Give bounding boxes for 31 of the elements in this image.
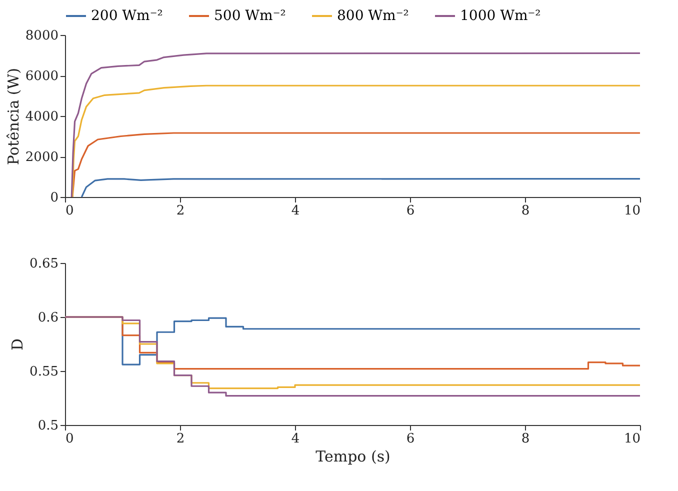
x-tick-label: 6	[406, 204, 415, 218]
x-tick-label: 2	[176, 432, 185, 446]
y-tick-label: 8000	[25, 28, 58, 44]
legend-label: 500 Wm⁻²	[214, 8, 286, 24]
y-tick-label: 0	[50, 190, 58, 206]
y-axis-title: D	[8, 338, 27, 351]
legend-label: 200 Wm⁻²	[91, 8, 163, 24]
x-tick-label: 0	[66, 432, 74, 446]
x-tick-label: 2	[176, 204, 185, 218]
legend-label: 800 Wm⁻²	[337, 8, 409, 24]
x-tick-label: 0	[66, 204, 74, 218]
x-tick-label: 8	[521, 204, 530, 218]
x-tick-label: 4	[291, 432, 300, 446]
line-series	[70, 52, 641, 198]
y-tick-label: 6000	[25, 69, 58, 84]
legend-label: 1000 Wm⁻²	[460, 8, 541, 24]
y-axis-title: Potência (W)	[4, 68, 22, 166]
x-tick-label: 10	[624, 204, 640, 218]
x-tick-label: 6	[406, 432, 415, 446]
y-tick-label: 0.65	[30, 256, 58, 272]
line-series	[80, 178, 641, 198]
x-tick-label: 8	[521, 432, 530, 446]
line-series	[72, 84, 641, 198]
y-tick-label: 0.6	[38, 310, 58, 326]
y-tick-label: 4000	[25, 110, 58, 124]
y-tick-label: 0.55	[30, 364, 58, 380]
x-tick-label: 4	[291, 204, 300, 218]
x-tick-label: 10	[624, 432, 640, 446]
x-axis-title: Tempo (s)	[316, 448, 390, 466]
y-tick-label: 2000	[25, 150, 58, 165]
y-tick-label: 0.5	[38, 418, 58, 434]
